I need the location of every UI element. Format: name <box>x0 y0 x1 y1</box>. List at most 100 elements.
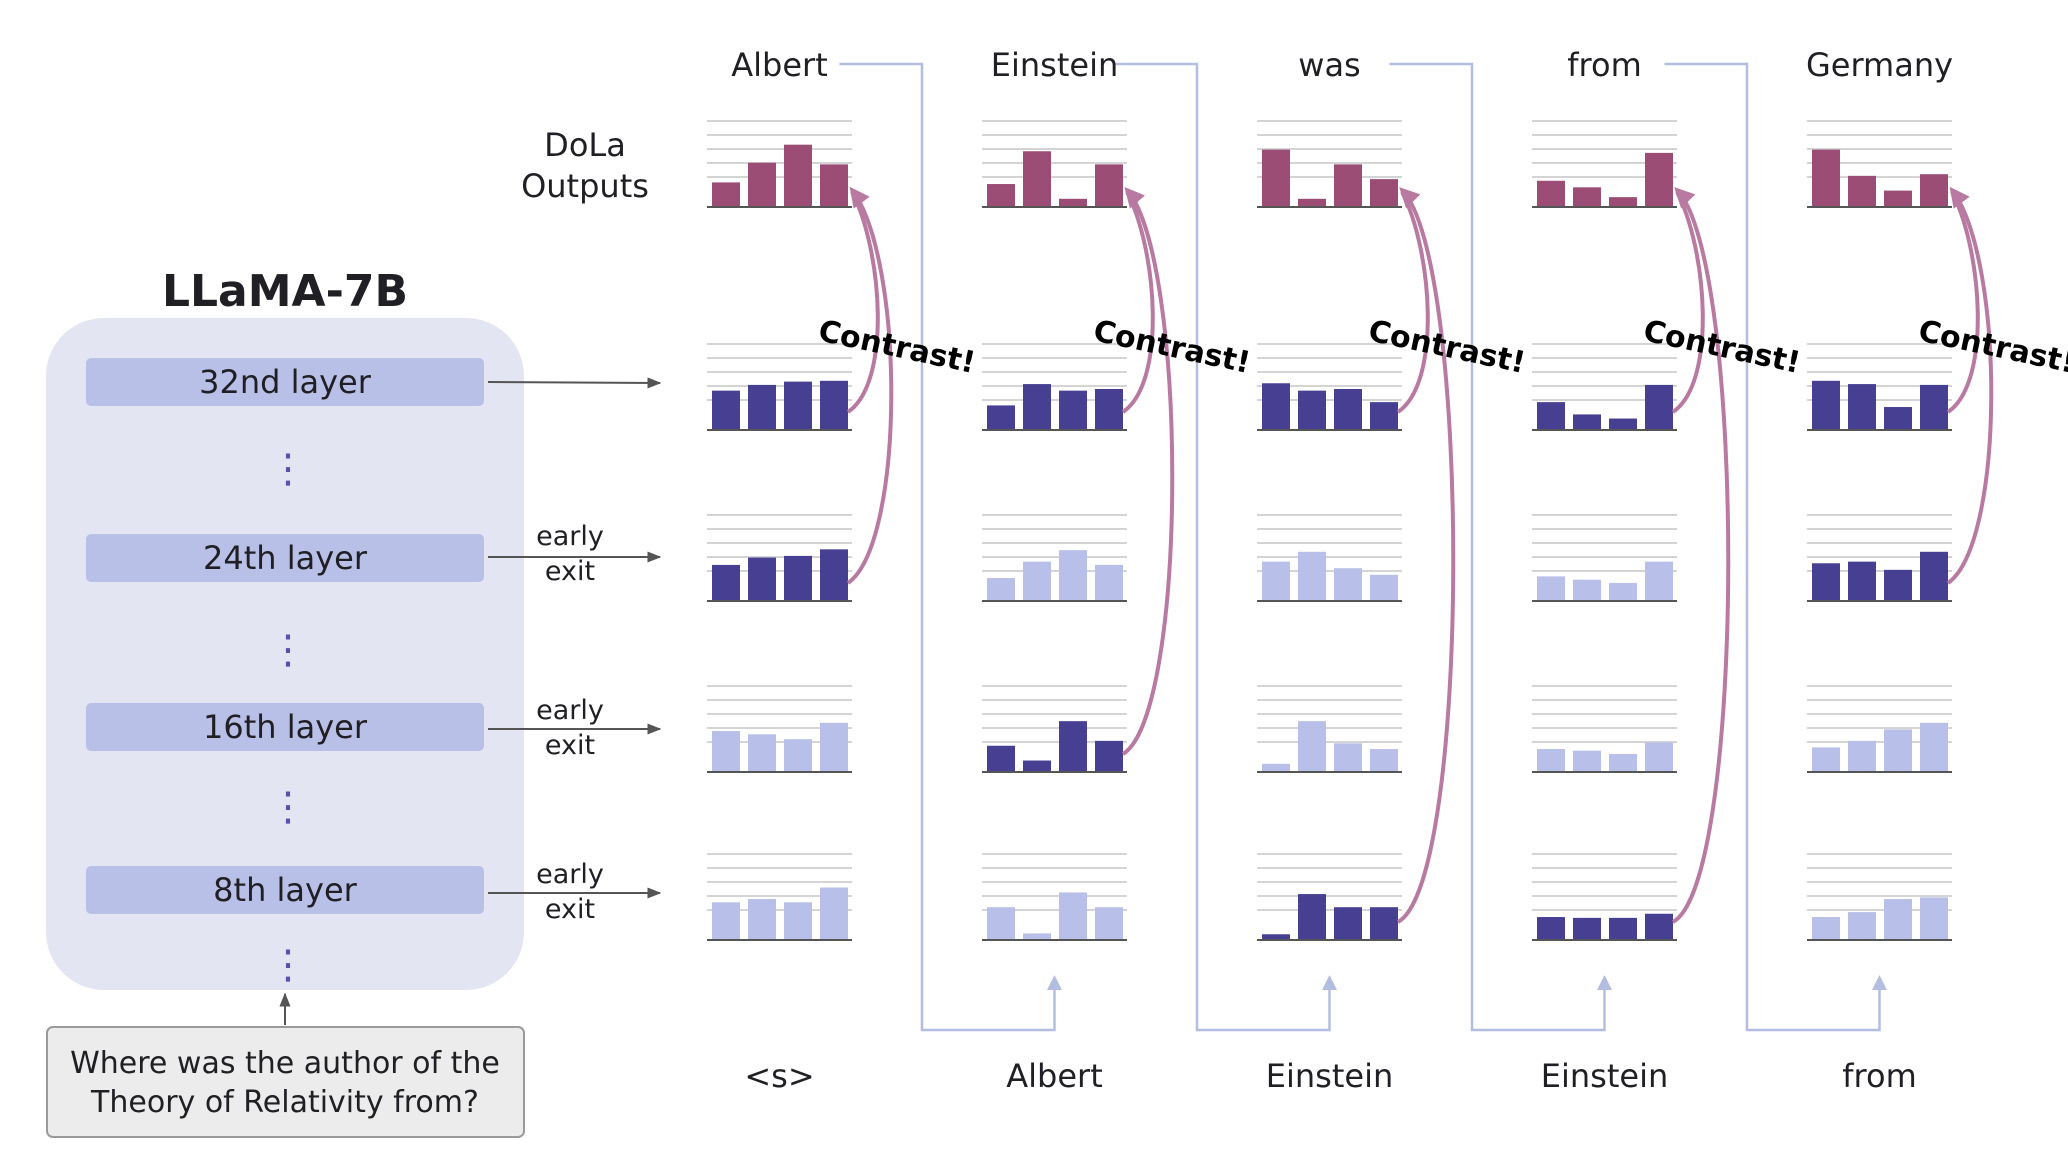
chart-bar <box>987 745 1015 772</box>
layer-box <box>86 703 484 751</box>
layer-output-chart <box>1532 685 1677 773</box>
chart-bar <box>820 380 848 430</box>
model-panel <box>46 318 524 990</box>
layer-label: 32nd layer <box>199 363 372 401</box>
chart-bar <box>1884 190 1912 207</box>
chart-bar <box>712 182 740 207</box>
token-connector <box>1389 62 1612 1032</box>
chart-bar <box>784 555 812 601</box>
chart-bar <box>1812 747 1840 772</box>
chart-bar <box>1095 389 1123 430</box>
input-token: from <box>1842 1057 1916 1095</box>
chart-bar <box>1262 934 1290 940</box>
token-columns: Albert <s> Einstein Albert was Einstein from Ei… <box>707 46 1953 1095</box>
chart-bar <box>1059 390 1087 430</box>
output-token: Germany <box>1806 46 1953 84</box>
chart-bar <box>1537 917 1565 940</box>
chart-bar <box>1023 151 1051 207</box>
layer-output-chart <box>982 343 1127 431</box>
chart-bar <box>748 899 776 940</box>
chart-bar <box>784 739 812 772</box>
output-token: Albert <box>731 46 827 84</box>
layer-output-chart <box>707 514 852 602</box>
chart-bar <box>784 144 812 207</box>
chart-bar <box>1298 198 1326 207</box>
chart-bar <box>1645 384 1673 430</box>
layer-output-chart <box>707 343 852 431</box>
layer-box <box>86 534 484 582</box>
early-exit-label: early <box>536 695 604 726</box>
input-token: Einstein <box>1541 1057 1668 1095</box>
token-column: was Einstein <box>1257 46 1402 1095</box>
chart-bar <box>784 381 812 430</box>
chart-bar <box>1370 574 1398 601</box>
chart-bar <box>1609 197 1637 207</box>
chart-bar <box>1920 384 1948 430</box>
chart-bar <box>1298 721 1326 772</box>
chart-bar <box>1812 149 1840 207</box>
layer-output-chart <box>982 685 1127 773</box>
chart-bar <box>1023 933 1051 940</box>
chart-bar <box>1573 579 1601 601</box>
layer-output-chart <box>1807 343 1952 431</box>
ellipsis-dots: ⋮ <box>268 942 308 988</box>
layer-box <box>86 866 484 914</box>
contrast-arrow-final <box>1121 191 1155 414</box>
chart-bar <box>748 734 776 772</box>
chart-bar <box>748 384 776 430</box>
chart-bar <box>1334 568 1362 601</box>
layer-output-chart <box>1257 685 1402 773</box>
chart-bar <box>820 722 848 772</box>
layer-box <box>86 358 484 406</box>
chart-bar <box>1334 907 1362 940</box>
chart-bar <box>784 902 812 940</box>
contrast-arrow-early <box>846 186 894 585</box>
token-connector <box>1664 62 1887 1032</box>
chart-bar <box>1298 390 1326 430</box>
chart-bar <box>820 164 848 207</box>
chart-bar <box>1095 564 1123 601</box>
output-token: Einstein <box>991 46 1118 84</box>
dola-output-chart <box>982 120 1127 208</box>
chart-bar <box>712 902 740 940</box>
chart-bar <box>1920 174 1948 207</box>
layer-output-chart <box>1807 853 1952 941</box>
chart-bar <box>1262 149 1290 207</box>
dola-output-chart <box>1807 120 1952 208</box>
question-line-2: Theory of Relativity from? <box>90 1085 479 1120</box>
dola-outputs-label: Outputs <box>521 167 649 205</box>
chart-bar <box>712 731 740 772</box>
layer-output-chart <box>1257 514 1402 602</box>
contrast-arrow-final <box>1671 191 1705 414</box>
layer-24th: 24th layer <box>86 534 484 582</box>
ellipsis-dots: ⋮ <box>268 784 308 830</box>
chart-bar <box>1370 749 1398 772</box>
layer-16th: 16th layer <box>86 703 484 751</box>
chart-bar <box>1920 722 1948 772</box>
chart-bar <box>1573 750 1601 772</box>
question-box <box>46 1026 525 1138</box>
input-token: <s> <box>744 1057 814 1095</box>
ellipsis-dots: ⋮ <box>268 627 308 673</box>
chart-bar <box>1812 563 1840 601</box>
chart-bar <box>1609 753 1637 772</box>
chart-bar <box>1059 892 1087 940</box>
chart-bar <box>1920 897 1948 940</box>
early-exit-label: exit <box>545 730 595 761</box>
chart-bar <box>1537 576 1565 601</box>
early-exit-label: early <box>536 521 604 552</box>
chart-bar <box>1884 407 1912 430</box>
chart-bar <box>1095 907 1123 940</box>
chart-bar <box>1573 414 1601 430</box>
chart-bar <box>1884 899 1912 940</box>
chart-bar <box>1609 418 1637 430</box>
token-column: Einstein Albert <box>982 46 1127 1095</box>
layer-32nd: 32nd layer <box>86 358 484 406</box>
layer-output-chart <box>1532 343 1677 431</box>
chart-bar <box>1334 164 1362 207</box>
chart-bar <box>1262 561 1290 601</box>
contrast-arrow-early <box>1121 186 1175 756</box>
chart-bar <box>1848 740 1876 772</box>
chart-bar <box>1573 187 1601 207</box>
chart-bar <box>987 578 1015 601</box>
